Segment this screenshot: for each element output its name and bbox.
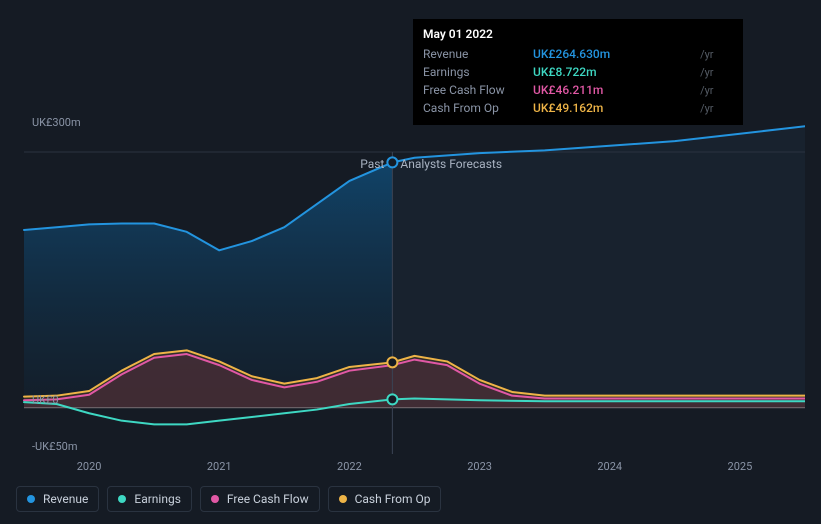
tooltip-row-suffix: /yr xyxy=(696,99,733,117)
svg-text:2022: 2022 xyxy=(337,460,362,473)
tooltip-row-suffix: /yr xyxy=(696,81,733,99)
legend-dot xyxy=(339,495,347,503)
tooltip-row-label: Free Cash Flow xyxy=(423,81,533,99)
legend-item[interactable]: Earnings xyxy=(107,486,192,512)
legend-label: Free Cash Flow xyxy=(227,492,309,506)
tooltip-row-value: UK£46.211m xyxy=(533,81,696,99)
tooltip-row-value: UK£8.722m xyxy=(533,63,696,81)
legend-item[interactable]: Free Cash Flow xyxy=(200,486,320,512)
tooltip-row-label: Revenue xyxy=(423,45,533,63)
legend-dot xyxy=(27,495,35,503)
tooltip-row: Cash From OpUK£49.162m/yr xyxy=(423,99,733,117)
svg-text:2020: 2020 xyxy=(77,460,102,473)
svg-text:2021: 2021 xyxy=(207,460,232,473)
svg-text:-UK£50m: -UK£50m xyxy=(32,440,77,453)
svg-text:2025: 2025 xyxy=(728,460,753,473)
legend-label: Revenue xyxy=(43,492,88,506)
tooltip-row-suffix: /yr xyxy=(696,63,733,81)
svg-text:UK£300m: UK£300m xyxy=(32,116,81,129)
svg-text:Past: Past xyxy=(360,157,384,171)
legend-dot xyxy=(211,495,219,503)
tooltip-date: May 01 2022 xyxy=(423,27,733,41)
svg-text:2024: 2024 xyxy=(597,460,622,473)
legend-label: Earnings xyxy=(134,492,181,506)
tooltip-row-label: Earnings xyxy=(423,63,533,81)
chart-legend: Revenue Earnings Free Cash Flow Cash From O… xyxy=(16,486,441,512)
legend-label: Cash From Op xyxy=(355,492,431,506)
tooltip-table: RevenueUK£264.630m/yrEarningsUK£8.722m/y… xyxy=(423,45,733,117)
tooltip-row-label: Cash From Op xyxy=(423,99,533,117)
tooltip-row-value: UK£264.630m xyxy=(533,45,696,63)
svg-text:Analysts Forecasts: Analysts Forecasts xyxy=(400,157,502,171)
tooltip-row: RevenueUK£264.630m/yr xyxy=(423,45,733,63)
chart-tooltip: May 01 2022 RevenueUK£264.630m/yrEarning… xyxy=(413,19,743,125)
svg-text:UK£0: UK£0 xyxy=(32,394,59,407)
tooltip-row-value: UK£49.162m xyxy=(533,99,696,117)
svg-text:2023: 2023 xyxy=(467,460,492,473)
tooltip-row: Free Cash FlowUK£46.211m/yr xyxy=(423,81,733,99)
legend-dot xyxy=(118,495,126,503)
legend-item[interactable]: Cash From Op xyxy=(328,486,442,512)
legend-item[interactable]: Revenue xyxy=(16,486,99,512)
tooltip-row-suffix: /yr xyxy=(696,45,733,63)
tooltip-row: EarningsUK£8.722m/yr xyxy=(423,63,733,81)
